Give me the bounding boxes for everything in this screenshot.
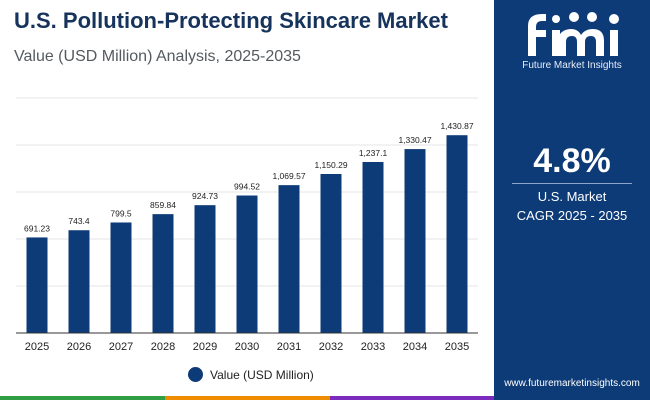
cagr-panel: Future Market Insights 4.8% U.S. Market … (494, 0, 650, 400)
bar (26, 237, 48, 333)
data-label: 799.5 (110, 208, 132, 218)
cagr-divider (512, 183, 632, 184)
cagr-period-label: CAGR 2025 - 2035 (516, 208, 628, 223)
legend-swatch (188, 367, 203, 382)
chart-subtitle: Value (USD Million) Analysis, 2025-2035 (14, 48, 301, 65)
chart-title: U.S. Pollution-Protecting Skincare Marke… (14, 8, 448, 33)
chart-legend: Value (USD Million) (188, 367, 314, 382)
bar (446, 135, 468, 333)
cagr-market-label: U.S. Market (537, 189, 607, 204)
bottom-bar-segment-green (0, 396, 165, 400)
bottom-bar-segment-purple (330, 396, 495, 400)
bar (320, 173, 342, 333)
bar (278, 185, 300, 333)
x-tick-label: 2025 (25, 341, 49, 353)
bar (194, 205, 216, 333)
x-tick-label: 2032 (319, 341, 343, 353)
bar (68, 230, 90, 333)
data-label: 1,150.29 (314, 160, 347, 170)
data-label: 1,330.47 (398, 135, 431, 145)
bottom-bar-segment-orange (165, 396, 330, 400)
data-label: 743.4 (68, 216, 90, 226)
x-tick-label: 2035 (445, 341, 469, 353)
bar (152, 214, 174, 333)
data-label: 994.52 (234, 182, 260, 192)
logo-text: Future Market Insights (522, 60, 622, 71)
bar (236, 195, 258, 333)
bar (110, 222, 132, 333)
data-label: 924.73 (192, 191, 218, 201)
x-tick-label: 2034 (403, 341, 427, 353)
bar (404, 149, 426, 333)
data-label: 1,237.1 (359, 148, 388, 158)
data-label: 859.84 (150, 200, 176, 210)
x-tick-label: 2030 (235, 341, 259, 353)
data-label: 1,430.87 (440, 121, 473, 131)
bar-chart: 691.23 2025 743.4 2026 799.5 2027 859.84 2028 92… (16, 97, 478, 353)
fmi-logo-icon (528, 12, 619, 56)
legend-label: Value (USD Million) (210, 367, 314, 382)
x-tick-label: 2028 (151, 341, 175, 353)
data-label: 691.23 (24, 223, 50, 233)
data-label: 1,069.57 (272, 171, 305, 181)
cagr-value: 4.8% (533, 142, 611, 180)
bar (362, 161, 384, 333)
x-tick-label: 2029 (193, 341, 217, 353)
x-tick-label: 2027 (109, 341, 133, 353)
x-tick-label: 2026 (67, 341, 91, 353)
x-tick-label: 2031 (277, 341, 301, 353)
website-url: www.futuremarketinsights.com (504, 378, 640, 389)
x-tick-label: 2033 (361, 341, 385, 353)
